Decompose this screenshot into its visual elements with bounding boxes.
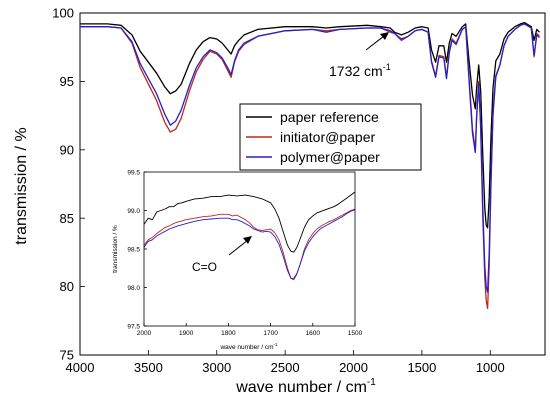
main-y-tick-label: 100 <box>52 6 74 21</box>
inset-annotation-label: C=O <box>192 260 217 274</box>
legend-entry: initiator@paper <box>246 129 375 145</box>
main-annotation: 1732 cm-1 <box>329 32 391 79</box>
inset-x-tick-label: 1700 <box>263 330 278 337</box>
inset-background <box>144 172 355 326</box>
inset-annotation-arrow-head <box>243 236 252 244</box>
annotation-arrow-head <box>380 32 389 40</box>
inset-series-line-polymer-paper <box>143 209 356 279</box>
inset-y-tick-label: 97.5 <box>127 323 140 330</box>
legend: paper reference initiator@paper polymer@… <box>239 103 422 171</box>
main-plot-frame <box>79 12 546 356</box>
annotation-label-text: 1732 cm <box>329 63 383 79</box>
inset-plot: 2000 1900 1800 1700 1600 1500 97.5 98.0 98.5 99.… <box>112 169 363 351</box>
inset-series-line-paper-reference <box>143 191 356 253</box>
main-x-tick-label: 4000 <box>66 360 95 375</box>
main-x-axis-label: wave number / cm-1 <box>235 377 376 396</box>
inset-x-tick-label: 2000 <box>137 330 152 337</box>
main-x-tick-label: 3500 <box>134 360 163 375</box>
main-y-tick-label: 85 <box>60 211 74 226</box>
inset-x-tick-label: 1900 <box>179 330 194 337</box>
inset-y-tick-label: 98.5 <box>127 246 140 253</box>
inset-annotation: C=O <box>192 236 252 274</box>
main-y-tick-label: 80 <box>60 279 74 294</box>
inset-y-axis-label: transmission / % <box>112 225 119 273</box>
main-x-tick-label: 1500 <box>407 360 436 375</box>
legend-label-paper-reference: paper reference <box>280 109 379 125</box>
legend-label-initiator-paper: initiator@paper <box>280 129 375 145</box>
main-series-group <box>80 21 540 310</box>
annotation-label: 1732 cm-1 <box>329 62 391 79</box>
legend-entry: paper reference <box>246 109 379 125</box>
main-x-tick-label: 2500 <box>271 360 300 375</box>
legend-label-polymer-paper: polymer@paper <box>280 149 380 165</box>
main-x-axis-ticks: 4000 3500 3000 2500 2000 1500 1000 <box>66 350 505 375</box>
main-y-tick-label: 90 <box>60 142 74 157</box>
main-series-line-paper-reference <box>80 21 540 229</box>
main-x-tick-label: 3000 <box>202 360 231 375</box>
main-plot-area: 4000 3500 3000 2500 2000 1500 1000 75 80 85 90 95 1… <box>52 6 546 375</box>
legend-entry: polymer@paper <box>246 149 380 165</box>
inset-y-tick-label: 99.5 <box>127 169 140 176</box>
inset-x-tick-label: 1500 <box>348 330 363 337</box>
inset-y-axis-ticks: 97.5 98.0 98.5 99.0 99.5 <box>127 169 147 330</box>
inset-x-axis-label-text: wave number / cm <box>219 344 273 351</box>
main-x-tick-label: 2000 <box>339 360 368 375</box>
inset-x-axis-label-superscript: -1 <box>274 342 278 347</box>
inset-y-tick-label: 98.0 <box>127 285 140 292</box>
inset-x-axis-label: wave number / cm-1 <box>219 342 278 351</box>
inset-x-tick-label: 1800 <box>221 330 236 337</box>
main-x-tick-label: 1000 <box>476 360 505 375</box>
main-series-line-polymer-paper <box>80 23 540 293</box>
inset-series-line-initiator-paper <box>143 208 356 281</box>
main-y-axis-label: transmission / % <box>13 127 30 244</box>
main-y-tick-label: 75 <box>60 348 74 363</box>
inset-y-tick-label: 99.0 <box>127 208 140 215</box>
inset-series-group <box>143 191 356 281</box>
inset-x-tick-label: 1600 <box>306 330 321 337</box>
main-x-axis-label-text: wave number / cm <box>235 379 367 396</box>
annotation-label-superscript: -1 <box>383 62 391 72</box>
main-y-axis-ticks: 75 80 85 90 95 100 <box>52 6 85 363</box>
inset-annotation-arrow-line <box>228 239 249 256</box>
main-x-axis-label-superscript: -1 <box>367 377 376 388</box>
inset-x-axis-ticks: 2000 1900 1800 1700 1600 1500 <box>137 323 363 337</box>
annotation-arrow-line <box>365 35 385 51</box>
main-y-tick-label: 95 <box>60 74 74 89</box>
